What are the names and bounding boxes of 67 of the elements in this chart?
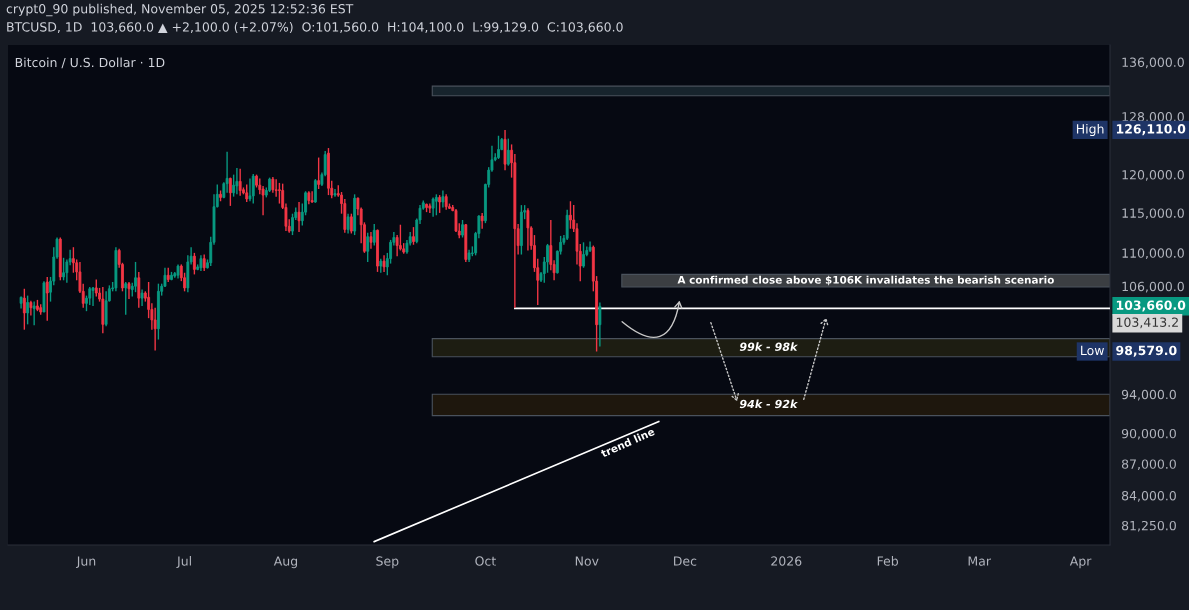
text: 98,579.0: [1116, 345, 1177, 357]
candlestick: [461, 219, 464, 239]
candlestick: [598, 301, 602, 348]
candlestick: [480, 212, 484, 230]
candlestick: [346, 212, 350, 235]
y-tick-label: 106,000.0: [1122, 281, 1184, 293]
candlestick: [192, 252, 196, 276]
candlestick: [327, 147, 330, 196]
x-tick-label: Feb: [877, 556, 899, 566]
x-tick-label: Jun: [76, 556, 96, 569]
candlestick: [251, 173, 255, 205]
band-label: A confirmed close above $106K invalidates the bearish scenario: [677, 275, 1054, 286]
x-tick-label: Aug: [273, 556, 298, 569]
x-tick-label: 2026: [771, 556, 802, 566]
x-tick-label: Oct: [475, 556, 496, 566]
candlestick: [36, 299, 39, 312]
candlestick: [62, 257, 66, 281]
band-label: 99k - 98k: [739, 342, 798, 351]
candlestick: [425, 202, 428, 213]
x-tick-label: Apr: [1069, 556, 1092, 569]
text: 103,660.0: [1116, 300, 1186, 312]
candlestick: [238, 167, 242, 197]
candlestick: [333, 188, 337, 198]
candlestick: [156, 282, 160, 341]
text: 103,413.2: [1116, 317, 1178, 329]
candlestick: [228, 176, 232, 207]
candlestick: [569, 200, 572, 230]
y-tick-label: 136,000.0: [1122, 57, 1184, 69]
candlestick: [170, 271, 173, 281]
y-tick-label: 84,000.0: [1121, 490, 1176, 502]
y-tick-label: 128,000.0: [1122, 112, 1184, 123]
candlestick: [376, 228, 379, 273]
x-tick-label: Nov: [575, 556, 599, 566]
x-tick-label: Mar: [968, 556, 991, 566]
y-tick-label: 120,000.0: [1122, 170, 1184, 181]
candlestick: [565, 209, 569, 241]
y-tick-label: 94,000.0: [1121, 389, 1176, 401]
candlestick: [434, 193, 438, 216]
candlestick: [412, 226, 415, 246]
y-tick-label: 87,000.0: [1121, 459, 1176, 471]
candlestick: [277, 182, 281, 205]
y-tick-label: 81,250.0: [1121, 520, 1176, 532]
candlestick: [219, 189, 222, 202]
text: crypt0_90 published, November 05, 2025 12:52:36 EST: [6, 3, 354, 17]
band-label: 94k - 92k: [739, 399, 798, 409]
candlestick: [526, 207, 530, 252]
candlestick: [506, 137, 510, 167]
candlestick: [134, 261, 137, 293]
x-tick-label: Jul: [176, 556, 191, 569]
candlestick: [497, 135, 500, 160]
candlestick: [582, 241, 585, 269]
annotation: Low: [1081, 345, 1104, 356]
candlestick: [372, 223, 376, 247]
chart-subtitle: BTCUSD, 1D 103,660.0 ▲ +2,100.0 (+2.07%) O:101,560.0 H:104,100.0 L:99,129.0 C:103,660.0: [7, 21, 623, 34]
x-tick-label: Sep: [376, 556, 399, 569]
candlestick: [91, 286, 95, 307]
y-tick-label: 110,000.0: [1122, 248, 1184, 260]
candlestick: [225, 150, 229, 194]
candlestick: [398, 224, 402, 252]
y-tick-label: 90,000.0: [1121, 428, 1176, 440]
text: Bitcoin / U.S. Dollar · 1D: [15, 57, 165, 69]
candlestick: [153, 306, 157, 352]
x-tick-label: Dec: [674, 556, 697, 566]
y-tick-label: 115,000.0: [1122, 208, 1184, 220]
candlestick: [235, 167, 239, 196]
annotation: High: [1076, 123, 1104, 136]
text: 126,110.0: [1116, 124, 1186, 136]
